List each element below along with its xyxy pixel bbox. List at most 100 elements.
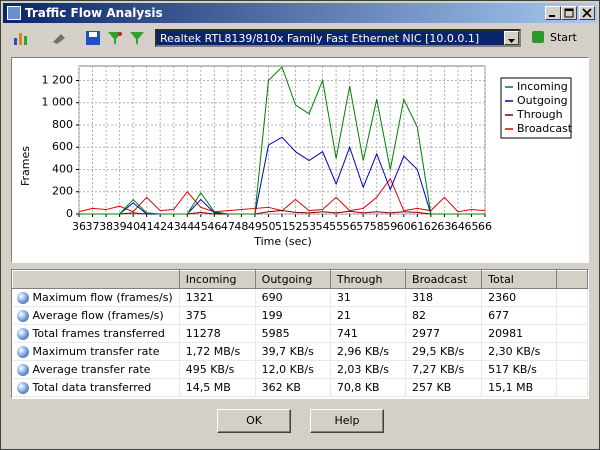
x-tick-label: 59	[383, 220, 397, 233]
column-header: Incoming	[178, 270, 256, 289]
cell: 2,96 KB/s	[330, 342, 407, 361]
cell: 7,27 KB/s	[405, 360, 483, 379]
x-tick-label: 53	[302, 220, 316, 233]
cell-text: 690	[261, 291, 283, 304]
chart-panel: Frames Time (sec) 36 37 38 39 40 41 42 43 44 45 46…	[11, 57, 589, 263]
cell-text: 14,5 MB	[185, 381, 231, 394]
cell: 2,30 KB/s	[481, 342, 558, 361]
cell-text: Maximum transfer rate	[32, 345, 160, 358]
cell: 31	[330, 288, 407, 307]
dropdown-arrow[interactable]	[504, 31, 519, 45]
y-tick-label: 600	[52, 140, 73, 153]
cell-text: 5985	[261, 327, 290, 340]
cell-text: Maximum flow (frames/s)	[32, 291, 173, 304]
chart-type-tool[interactable]	[13, 30, 29, 46]
table-row: Average flow (frames/s) 375 199 21 82 677	[12, 306, 588, 325]
table-row: Total frames transferred 11278 5985 741 2977…	[12, 324, 588, 343]
x-axis-label: Time (sec)	[253, 235, 312, 248]
row-label: Average transfer rate	[12, 360, 180, 379]
cell-text: 1,72 MB/s	[185, 345, 241, 358]
cell: 517 KB/s	[481, 360, 558, 379]
cell-text: 2360	[488, 291, 517, 304]
cell: 690	[255, 288, 331, 307]
cell: 199	[255, 306, 331, 325]
x-tick-label: 57	[356, 220, 370, 233]
y-tick-label: 200	[52, 185, 73, 198]
window-title: Traffic Flow Analysis	[25, 6, 163, 20]
column-header	[12, 270, 180, 289]
cell-text: 318	[412, 291, 434, 304]
cell: 677	[481, 306, 558, 325]
row-label: Total data transferred	[12, 378, 180, 397]
cell: 14,5 MB	[179, 378, 256, 397]
x-tick-label: 58	[370, 220, 384, 233]
cell-text: 39,7 KB/s	[261, 345, 314, 358]
x-tick-label: 45	[194, 220, 208, 233]
close-button[interactable]	[579, 6, 595, 20]
cell-text: Average transfer rate	[32, 363, 151, 376]
row-icon	[16, 328, 29, 340]
ok-button[interactable]: OK	[217, 409, 291, 433]
y-tick-label: 1 000	[42, 96, 74, 109]
start-label: Start	[550, 31, 577, 44]
filler-cell	[556, 306, 588, 325]
cell-text: 29,5 KB/s	[412, 345, 465, 358]
x-tick-label: 41	[140, 220, 154, 233]
maximize-button[interactable]	[561, 6, 577, 20]
help-button[interactable]: Help	[310, 409, 384, 433]
x-tick-label: 38	[99, 220, 113, 233]
cell-text: 7,27 KB/s	[412, 363, 465, 376]
y-tick-label: 1 200	[42, 73, 74, 86]
x-tick-label: 49	[248, 220, 262, 233]
y-tick-label: 0	[66, 207, 73, 220]
table-row: Average transfer rate 495 KB/s 12,0 KB/s 2,…	[12, 360, 588, 379]
cell: 318	[405, 288, 483, 307]
column-header: Outgoing	[254, 270, 331, 289]
cell: 495 KB/s	[179, 360, 256, 379]
clear-tool[interactable]	[51, 30, 67, 46]
cell: 20981	[481, 324, 558, 343]
statistics-table-panel: Incoming Outgoing Through Broadcast Total Max…	[11, 269, 589, 399]
series-line	[79, 136, 485, 215]
cell-text: 2,96 KB/s	[336, 345, 390, 358]
row-icon	[16, 310, 29, 322]
cell: 257 KB	[405, 378, 483, 397]
table-row: Maximum transfer rate 1,72 MB/s 39,7 KB/s 2…	[12, 342, 588, 361]
y-axis-label: Frames	[19, 146, 32, 186]
title-bar: Traffic Flow Analysis	[3, 3, 597, 23]
cell-text: 2977	[412, 327, 441, 340]
cell: 21	[330, 306, 407, 325]
cell-text: 15,1 MB	[488, 381, 534, 394]
filter-edit-tool[interactable]	[107, 30, 123, 46]
x-tick-label: 52	[289, 220, 303, 233]
x-tick-label: 40	[126, 220, 140, 233]
legend-label: Through	[516, 108, 563, 121]
column-header: Broadcast	[405, 270, 483, 289]
filter-tool[interactable]	[129, 30, 145, 46]
table-row: Total data transferred 14,5 MB 362 KB 70,8 …	[12, 378, 588, 397]
header-row: Incoming Outgoing Through Broadcast Total	[12, 270, 588, 289]
statistics-table: Incoming Outgoing Through Broadcast Total Max…	[12, 270, 588, 397]
save-tool[interactable]	[85, 30, 101, 46]
cell-text: 2,03 KB/s	[336, 363, 390, 376]
series-line	[79, 66, 485, 215]
filler-cell	[556, 360, 588, 379]
x-tick-label: 51	[275, 220, 289, 233]
cell: 2,03 KB/s	[330, 360, 407, 379]
cell-text: 31	[336, 291, 351, 304]
cell: 12,0 KB/s	[255, 360, 331, 379]
x-tick-label: 55	[329, 220, 343, 233]
cell: 5985	[255, 324, 331, 343]
start-button[interactable]: Start	[529, 29, 583, 47]
row-icon	[16, 364, 29, 376]
y-tick-label: 800	[52, 118, 73, 131]
row-icon	[16, 382, 29, 394]
x-tick-label: 39	[113, 220, 127, 233]
cell-text: 12,0 KB/s	[261, 363, 314, 376]
x-tick-label: 66	[478, 220, 492, 233]
x-tick-label: 61	[410, 220, 424, 233]
cell-text: 362 KB	[261, 381, 301, 394]
adapter-dropdown[interactable]: Realtek RTL8139/810x Family Fast Etherne…	[155, 29, 521, 47]
minimize-button[interactable]	[545, 6, 561, 20]
x-tick-label: 42	[153, 220, 167, 233]
